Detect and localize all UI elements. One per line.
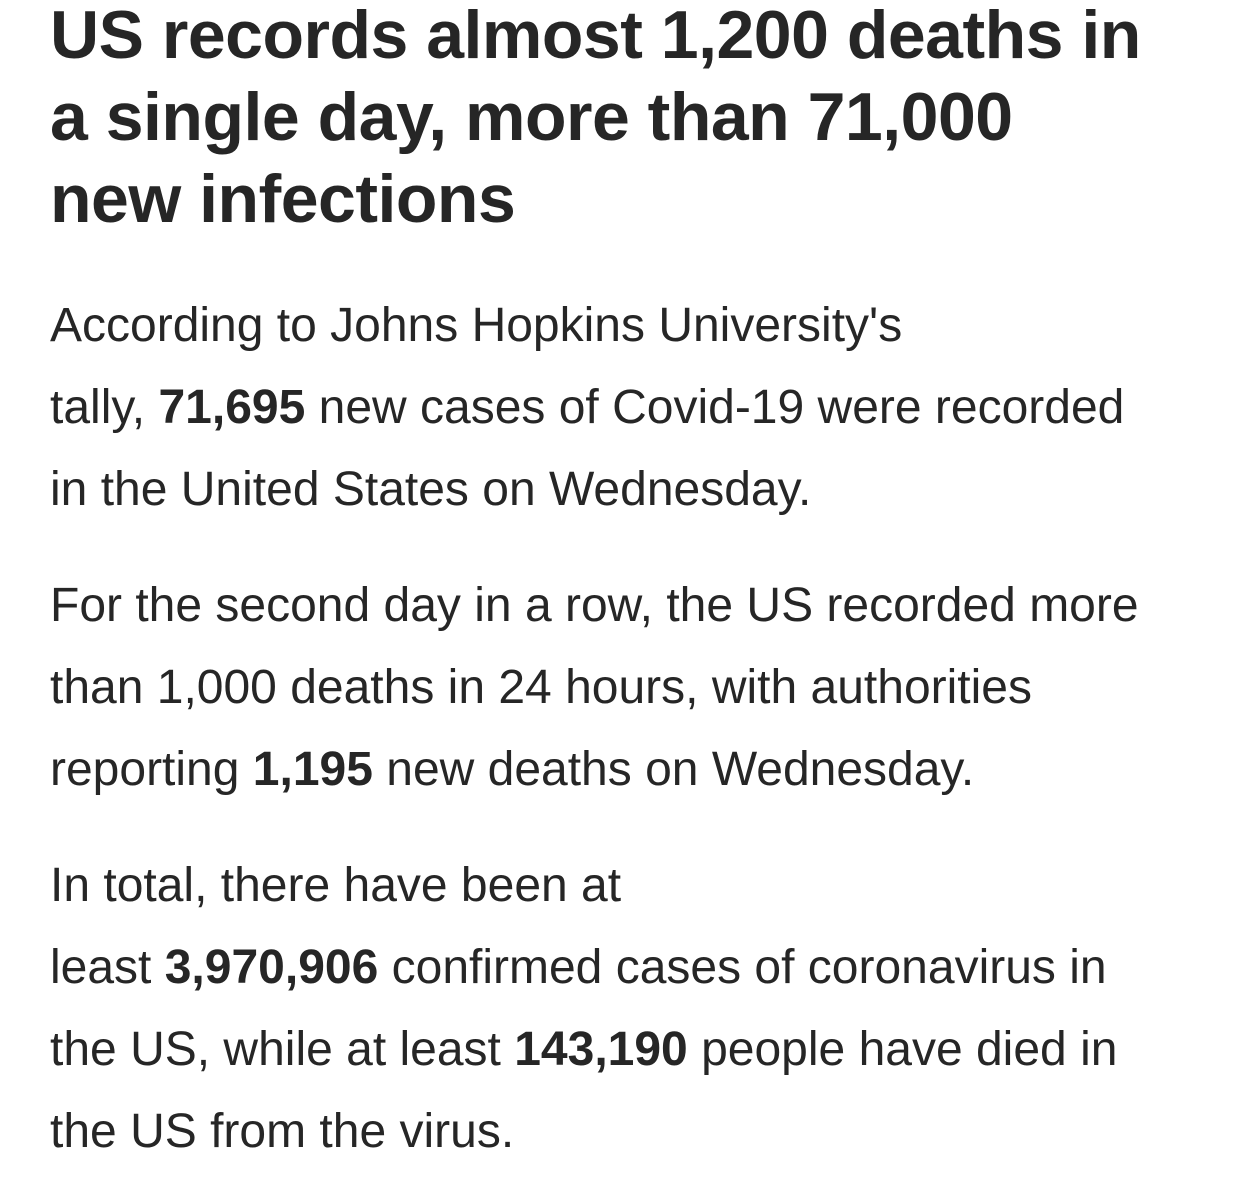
paragraph-text: in the United States on Wednesday.: [50, 463, 812, 516]
stat-number: 1,195: [252, 743, 373, 796]
paragraph-text: For the second day in a row, the US reco…: [50, 579, 1139, 632]
stat-number: 71,695: [158, 381, 306, 434]
paragraph: In total, there have been at least 3,970,…: [50, 845, 1192, 1173]
paragraph-text: new deaths on Wednesday.: [372, 743, 975, 796]
paragraph-text: least: [50, 941, 165, 994]
stat-number: 143,190: [514, 1023, 688, 1076]
headline-line: new infections: [50, 161, 516, 237]
paragraph: According to Johns Hopkins University's t…: [50, 285, 1192, 531]
paragraph-text: According to Johns Hopkins University's: [50, 299, 903, 352]
paragraph-text: In total, there have been at: [50, 859, 622, 912]
paragraph-text: new cases of Covid-19 were recorded: [305, 381, 1125, 434]
paragraph-text: the US from the virus.: [50, 1105, 515, 1158]
paragraph-text: the US, while at least: [50, 1023, 515, 1076]
article-body: According to Johns Hopkins University's t…: [50, 285, 1192, 1173]
paragraph-text: people have died in: [687, 1023, 1118, 1076]
paragraph: For the second day in a row, the US reco…: [50, 565, 1192, 811]
paragraph-text: than 1,000 deaths in 24 hours, with auth…: [50, 661, 1032, 714]
paragraph-text: tally,: [50, 381, 159, 434]
headline-line: US records almost 1,200 deaths in: [50, 0, 1141, 73]
headline-line: a single day, more than 71,000: [50, 79, 1013, 155]
headline: US records almost 1,200 deaths in a singl…: [50, 0, 1192, 240]
paragraph-text: confirmed cases of coronavirus in: [378, 941, 1107, 994]
paragraph-text: reporting: [50, 743, 253, 796]
stat-number: 3,970,906: [164, 941, 379, 994]
